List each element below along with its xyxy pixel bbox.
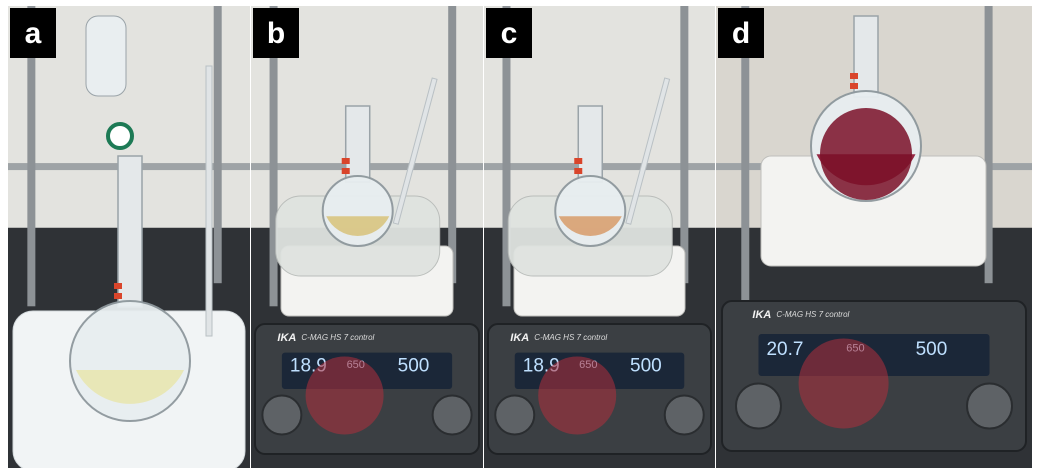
liquid: [558, 216, 622, 236]
clamp: [114, 283, 122, 289]
clamp: [850, 83, 858, 89]
knob: [431, 394, 473, 436]
stand-rod: [502, 6, 511, 307]
label-box: [486, 8, 532, 58]
stand-rod: [213, 6, 222, 284]
knob: [494, 394, 536, 436]
panel-label: d: [732, 17, 750, 50]
brand: IKA: [510, 332, 529, 344]
model: C-MAG HS 7 control: [776, 310, 849, 319]
clamp: [574, 168, 583, 174]
thermometer: [625, 77, 671, 225]
clamp: [341, 168, 350, 174]
panel-label: a: [25, 17, 42, 50]
flask-fill: [820, 108, 912, 200]
label-box: [718, 8, 764, 58]
knob: [734, 382, 782, 430]
clamp: [114, 293, 122, 299]
label-box: [253, 8, 299, 58]
display-speed: 500: [398, 355, 430, 376]
knob: [261, 394, 303, 436]
funnel: [85, 15, 127, 97]
stand-rod: [984, 6, 993, 284]
brand: IKA: [752, 309, 771, 321]
display-speed: 500: [916, 339, 948, 360]
thermometer: [205, 65, 213, 337]
model: C-MAG HS 7 control: [534, 333, 607, 342]
stand-rod: [27, 6, 36, 307]
knob: [966, 382, 1014, 430]
reflection: [305, 356, 384, 435]
knob: [663, 394, 705, 436]
stopcock: [106, 122, 134, 150]
clamp: [850, 73, 858, 79]
stand-rod: [269, 6, 278, 307]
panel-label: c: [501, 17, 518, 50]
liquid: [76, 370, 184, 404]
reflection: [798, 338, 889, 429]
photo-panel: a: [8, 6, 250, 468]
label-box: [10, 8, 56, 58]
display-temp: 20.7: [766, 339, 803, 360]
model: C-MAG HS 7 control: [301, 333, 374, 342]
stand-rod: [448, 6, 457, 284]
stand-rod: [680, 6, 689, 284]
thermometer: [392, 77, 438, 225]
clamp: [341, 158, 350, 164]
panel-label: b: [267, 17, 285, 50]
display-speed: 500: [630, 355, 662, 376]
stand-rod: [741, 6, 750, 307]
liquid: [326, 216, 390, 236]
clamp: [574, 158, 583, 164]
brand: IKA: [277, 332, 296, 344]
reflection: [538, 356, 617, 435]
